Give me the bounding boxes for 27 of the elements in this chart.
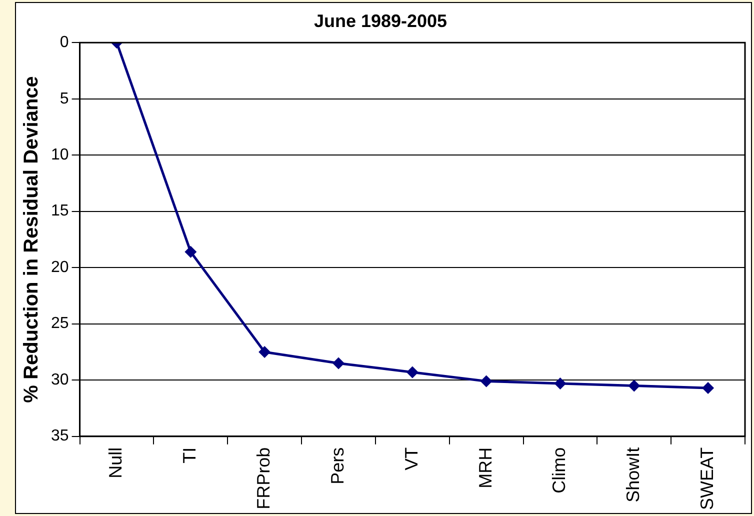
- y-axis-title: % Reduction in Residual Deviance: [20, 76, 43, 403]
- x-tick-label: SWEAT: [697, 447, 718, 510]
- x-tick-label: Climo: [549, 447, 570, 494]
- x-tick-label: FRProb: [254, 447, 274, 510]
- chart-title: June 1989-2005: [314, 10, 448, 31]
- y-tick-label: 25: [51, 315, 69, 332]
- y-tick-label: 10: [51, 146, 69, 164]
- point: [554, 377, 566, 390]
- point: [480, 375, 492, 388]
- point: [332, 357, 344, 370]
- y-tick-label: 35: [51, 428, 69, 445]
- x-tick-label: MRH: [475, 447, 496, 488]
- y-tick-label: 5: [60, 90, 69, 108]
- y-tick-label: 15: [51, 202, 69, 220]
- x-tick-label: Null: [106, 447, 126, 478]
- point: [406, 366, 418, 378]
- point: [184, 246, 197, 258]
- y-tick-label: 30: [51, 371, 69, 388]
- x-tick-label: ShowIt: [623, 447, 644, 502]
- x-tick-label: VT: [401, 447, 422, 470]
- point: [628, 380, 640, 392]
- x-tick-label: Pers: [327, 447, 348, 484]
- x-tick-label: TI: [180, 447, 200, 464]
- point: [258, 346, 271, 358]
- y-tick-label: 20: [51, 258, 69, 276]
- y-tick-label: 0: [60, 34, 69, 52]
- point: [702, 382, 714, 394]
